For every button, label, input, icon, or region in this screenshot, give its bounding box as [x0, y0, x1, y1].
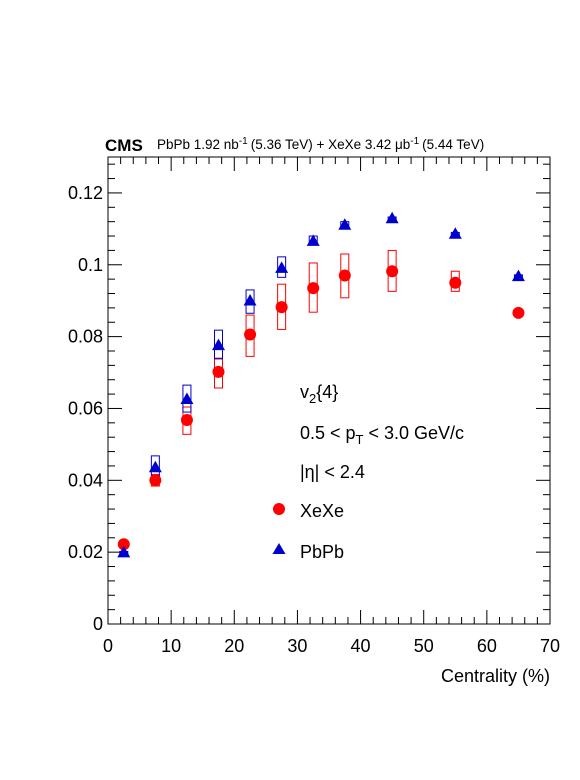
- point-xexe: [117, 538, 130, 551]
- axis-ticks: [107, 157, 551, 625]
- point-xexe: [275, 301, 288, 314]
- cms-label: CMS: [105, 136, 143, 155]
- legend: v2{4} 0.5 < pT < 3.0 GeV/c |η| < 2.4 XeX…: [272, 382, 464, 562]
- data-markers: [117, 211, 525, 558]
- sys-box-pbpb: [214, 329, 223, 360]
- point-xexe: [449, 276, 462, 289]
- legend-marker-pbpb: [272, 543, 286, 554]
- observable-main: v: [300, 382, 309, 402]
- y-tick-label: 0.02: [68, 542, 103, 562]
- pbpb-luminosity: PbPb 1.92 nb: [157, 137, 239, 152]
- xexe-luminosity-exponent: -1: [410, 136, 419, 147]
- pt-pre: 0.5 < p: [300, 423, 356, 443]
- y-tick-label: 0.12: [68, 183, 103, 203]
- legend-marker-xexe: [273, 503, 285, 515]
- point-pbpb: [275, 261, 289, 273]
- point-pbpb: [212, 338, 225, 351]
- y-tick-label: 0.04: [68, 470, 103, 490]
- y-tick-label: 0.08: [68, 327, 103, 347]
- point-pbpb: [385, 211, 399, 224]
- x-tick-label: 50: [414, 636, 434, 656]
- point-pbpb: [117, 545, 131, 558]
- point-xexe: [149, 474, 162, 487]
- point-xexe: [212, 365, 225, 378]
- legend-label-xexe: XeXe: [300, 501, 344, 521]
- point-pbpb: [338, 218, 352, 230]
- tick-labels: 0 10 20 30 40 50 60 70 0 0.02 0.04 0.06 0.08 0.1 0.12: [68, 183, 560, 656]
- point-xexe: [386, 265, 399, 278]
- legend-label-pbpb: PbPb: [300, 542, 344, 562]
- point-xexe: [512, 306, 525, 319]
- legend-eta-range: |η| < 2.4: [300, 462, 365, 482]
- observable-rest: {4}: [316, 382, 338, 402]
- y-tick-label: 0.1: [78, 255, 103, 275]
- x-tick-label: 10: [161, 636, 181, 656]
- x-tick-label: 30: [287, 636, 307, 656]
- point-pbpb: [148, 460, 162, 473]
- point-xexe: [180, 413, 193, 426]
- point-pbpb: [511, 269, 525, 282]
- pt-post: < 3.0 GeV/c: [364, 423, 465, 443]
- point-pbpb: [448, 227, 462, 239]
- y-tick-label: 0.06: [68, 398, 103, 418]
- legend-pt-range: 0.5 < pT < 3.0 GeV/c: [300, 423, 464, 447]
- point-pbpb: [243, 294, 257, 306]
- pbpb-luminosity-exponent: -1: [239, 136, 248, 147]
- pt-subscript: T: [356, 432, 364, 447]
- energy-and-xexe-luminosity: (5.36 TeV) + XeXe 3.42 μb: [251, 137, 411, 152]
- y-tick-label: 0: [93, 614, 103, 634]
- sys-box-pbpb: [182, 384, 192, 413]
- point-xexe: [244, 328, 257, 341]
- legend-observable: v2{4}: [300, 382, 338, 406]
- plot-frame: [107, 156, 551, 625]
- x-tick-label: 70: [540, 636, 560, 656]
- x-tick-label: 40: [351, 636, 371, 656]
- x-tick-label: 0: [103, 636, 113, 656]
- point-xexe: [338, 269, 351, 282]
- dataset-label: PbPb 1.92 nb-1 (5.36 TeV) + XeXe 3.42 μb-…: [157, 136, 484, 152]
- observable-subscript: 2: [309, 391, 316, 406]
- point-pbpb: [306, 234, 320, 246]
- point-xexe: [307, 282, 320, 295]
- x-axis-title: Centrality (%): [441, 666, 550, 686]
- sys-box-pbpb: [277, 256, 287, 278]
- xexe-energy: (5.44 TeV): [422, 137, 484, 152]
- x-tick-label: 60: [477, 636, 497, 656]
- point-pbpb: [180, 392, 194, 404]
- x-tick-label: 20: [224, 636, 244, 656]
